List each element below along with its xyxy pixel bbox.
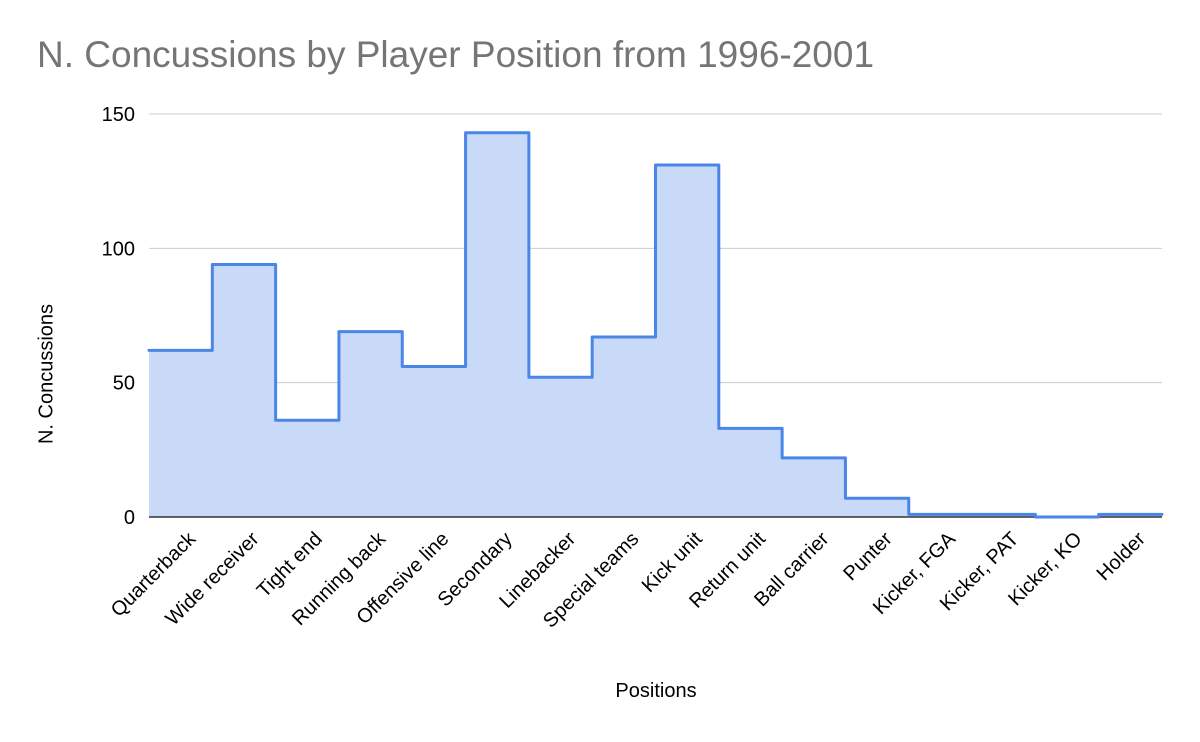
y-tick-label: 150 xyxy=(102,104,135,126)
series-line xyxy=(147,131,1164,519)
x-axis-title: Positions xyxy=(615,680,697,702)
y-tick-label: 0 xyxy=(124,507,135,529)
y-tick-label: 50 xyxy=(113,373,135,395)
x-tick-label: Holder xyxy=(1093,528,1150,585)
chart-title: N. Concussions by Player Position from 1… xyxy=(37,34,875,75)
x-tick-label: Punter xyxy=(839,528,896,585)
y-tick-label: 100 xyxy=(102,238,135,260)
